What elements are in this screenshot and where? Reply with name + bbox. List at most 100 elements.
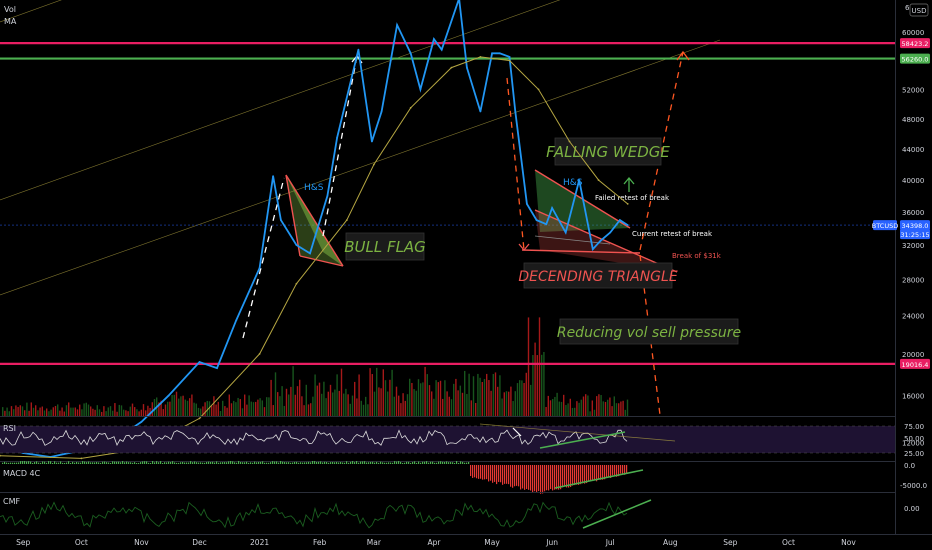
- volume-bar: [486, 373, 488, 416]
- volume-bar: [536, 355, 538, 416]
- macd-bar: [346, 461, 348, 464]
- macd-bar: [288, 462, 290, 464]
- ma-point-2021-02-15: [345, 219, 348, 222]
- symbol-badge-btcusd[interactable]: [873, 220, 897, 231]
- macd-bar: [146, 461, 148, 464]
- volume-bar: [158, 402, 160, 416]
- rsi-pane[interactable]: RSI: [0, 416, 895, 454]
- macd-bar: [302, 462, 304, 464]
- reducing-vol-box[interactable]: [559, 318, 739, 345]
- macd-bar: [578, 465, 580, 485]
- volume-bar: [65, 405, 68, 416]
- price-point-2021-04-05: [440, 48, 443, 51]
- ma-label[interactable]: MA: [4, 17, 17, 26]
- impulse-dashed-2[interactable]: [322, 55, 358, 237]
- macd-bar: [602, 465, 604, 480]
- level-badge-19016[interactable]: [900, 358, 930, 369]
- macd-bar: [134, 462, 136, 464]
- volume-bar: [384, 380, 387, 416]
- macd-axis[interactable]: 0.0 -5000.0: [900, 462, 927, 490]
- macd-bar: [182, 461, 184, 464]
- volume-bar: [173, 394, 175, 416]
- rsi-divergence-line[interactable]: [539, 431, 626, 449]
- macd-bar: [504, 465, 506, 484]
- bull-flag-box[interactable]: [345, 232, 425, 261]
- level-badge-58423[interactable]: [900, 38, 930, 49]
- impulse-dashed-1[interactable]: [242, 177, 285, 339]
- macd-bar: [410, 462, 412, 464]
- descending-triangle-box[interactable]: [523, 262, 673, 289]
- level-badge-56260[interactable]: [900, 53, 930, 64]
- volume-bar: [314, 374, 316, 416]
- macd-bar: [470, 465, 472, 477]
- macd-bar: [126, 461, 128, 464]
- reducing-vol-label: Reducing vol sell pressure: [557, 325, 741, 341]
- cmf-axis[interactable]: 0.00: [904, 505, 920, 513]
- countdown-badge[interactable]: [900, 229, 930, 240]
- rsi-axis[interactable]: 75.00 50.00 25.00: [904, 423, 924, 458]
- volume-bar: [450, 399, 453, 416]
- volume-bar: [505, 391, 508, 416]
- volume-bar: [270, 379, 272, 416]
- volume-bar: [356, 398, 358, 416]
- time-axis[interactable]: Sep Oct Nov Dec 2021 Feb Mar Apr May Jun Jul Aug Sep…: [0, 534, 932, 548]
- macd-bar: [28, 461, 30, 464]
- macd-pane[interactable]: MACD 4C: [0, 461, 895, 494]
- macd-bar: [416, 462, 418, 464]
- price-tick-24000: 24000: [902, 312, 924, 320]
- volume-bar: [338, 390, 340, 416]
- volume-bar: [131, 403, 134, 416]
- macd-bar: [42, 461, 44, 464]
- volume-bar: [228, 394, 230, 416]
- macd-bar: [390, 462, 392, 464]
- macd-bar: [600, 465, 602, 480]
- macd-bar: [194, 461, 196, 464]
- horizontal-levels[interactable]: [0, 42, 895, 365]
- chart-drawings[interactable]: BULL FLAG FALLING WEDGE DECENDING TRIANG…: [242, 50, 741, 416]
- volume-bar: [461, 392, 464, 416]
- projection-down-1[interactable]: [506, 77, 525, 251]
- volume-bar: [17, 407, 19, 416]
- macd-bar: [244, 462, 246, 464]
- price-axis[interactable]: 6 USD 6000056000520004800044000400003600…: [872, 0, 932, 550]
- volume-bar: [503, 392, 505, 416]
- volume-bar: [626, 399, 629, 416]
- volume-bar: [292, 366, 294, 416]
- macd-bar: [614, 465, 616, 477]
- vol-label[interactable]: Vol: [4, 5, 16, 14]
- cmf-pane[interactable]: CMF: [0, 492, 895, 529]
- ma-point-2021-07-10: [626, 203, 629, 205]
- last-price-badge[interactable]: [900, 220, 930, 231]
- macd-tick-0: 0.0: [904, 462, 915, 470]
- hs-label-1: H&S: [304, 183, 324, 193]
- price-point-2021-06-26: [599, 239, 602, 242]
- macd-bar: [186, 462, 188, 464]
- volume-bar: [446, 391, 448, 416]
- falling-wedge-box[interactable]: [554, 137, 662, 166]
- volume-bar: [195, 403, 197, 416]
- volume-bar: [512, 401, 514, 416]
- macd-bar: [420, 462, 422, 464]
- volume-bar: [475, 403, 477, 416]
- macd-divergence-line[interactable]: [554, 469, 644, 489]
- price-tick-32000: 32000: [902, 242, 924, 250]
- volume-bar: [299, 379, 301, 416]
- macd-bar: [556, 465, 558, 490]
- volume-bar: [602, 401, 604, 416]
- ma-point-2021-01-01: [258, 353, 261, 355]
- macd-pane-label: MACD 4C: [3, 469, 41, 478]
- ma-point-2021-03-01: [373, 163, 375, 166]
- volume-bar: [442, 398, 444, 416]
- macd-bar: [218, 462, 220, 464]
- macd-bar: [588, 465, 590, 482]
- volume-bar: [39, 407, 41, 416]
- cmf-divergence-line[interactable]: [582, 499, 652, 529]
- macd-bar: [306, 462, 308, 464]
- volume-bar: [123, 409, 125, 416]
- volume-bar: [406, 394, 409, 416]
- price-pane[interactable]: [0, 0, 895, 416]
- currency-badge[interactable]: [909, 3, 929, 17]
- projection-up[interactable]: [639, 51, 684, 251]
- volume-bar: [362, 404, 365, 416]
